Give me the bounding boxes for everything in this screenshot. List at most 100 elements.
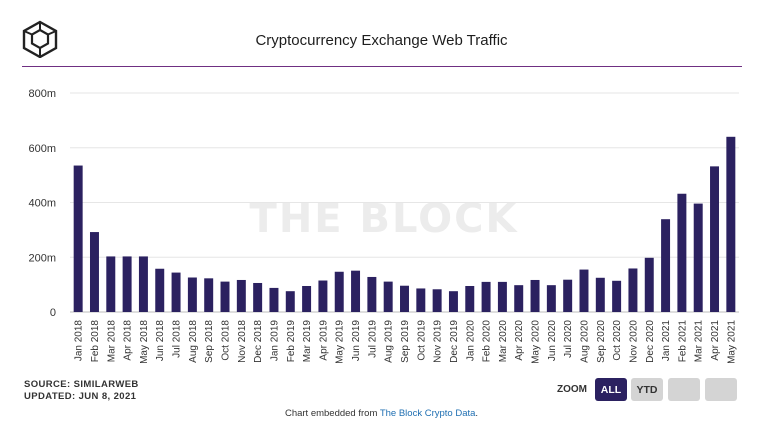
x-tick-label: Nov 2020 xyxy=(628,320,639,363)
bar xyxy=(726,136,736,312)
x-tick-label: Oct 2020 xyxy=(612,320,623,361)
y-tick-label: 200m xyxy=(28,252,56,264)
x-tick-label: Jun 2019 xyxy=(351,320,362,362)
source-info: SOURCE: SIMILARWEB UPDATED: JUN 8, 2021 xyxy=(24,379,139,403)
x-tick-label: Jan 2021 xyxy=(661,320,672,362)
bar xyxy=(448,291,458,312)
bar xyxy=(530,279,540,312)
source-text: SOURCE: SIMILARWEB xyxy=(24,379,139,390)
watermark-text: THE BLOCK xyxy=(250,196,519,242)
x-tick-label: Apr 2019 xyxy=(318,320,329,361)
bar xyxy=(579,269,589,312)
bar xyxy=(204,278,214,312)
x-tick-label: Jul 2018 xyxy=(172,320,183,358)
x-tick-label: Feb 2019 xyxy=(286,320,297,363)
embed-credit: Chart embedded from The Block Crypto Dat… xyxy=(0,408,763,419)
x-tick-label: Sep 2018 xyxy=(204,320,215,363)
bar xyxy=(302,285,312,312)
x-tick-label: Apr 2021 xyxy=(710,320,721,361)
chart-title: Cryptocurrency Exchange Web Traffic xyxy=(255,32,508,49)
y-tick-label: 800m xyxy=(28,88,56,100)
bar xyxy=(367,276,377,312)
bar-chart: THE BLOCK 0 200m 400m 600m 800m Jan 2018 Feb 20… xyxy=(28,88,739,364)
y-tick-label: 0 xyxy=(50,307,56,319)
embed-link[interactable]: The Block Crypto Data xyxy=(379,408,476,419)
x-tick-label: Nov 2018 xyxy=(237,320,248,363)
bar xyxy=(122,256,132,312)
x-tick-label: May 2019 xyxy=(335,320,346,364)
x-tick-label: Mar 2018 xyxy=(106,320,117,363)
bar xyxy=(400,285,409,312)
x-tick-label: Feb 2020 xyxy=(482,320,493,363)
x-tick-label: Apr 2018 xyxy=(123,320,134,361)
zoom-ytd-button[interactable]: YTD xyxy=(631,378,663,401)
bar xyxy=(351,270,361,312)
bar xyxy=(595,277,605,312)
x-tick-label: Apr 2020 xyxy=(514,320,525,361)
x-tick-label: Dec 2020 xyxy=(645,320,656,363)
x-tick-label: Feb 2021 xyxy=(677,320,688,363)
x-tick-label: Jan 2018 xyxy=(74,320,85,362)
x-tick-label: May 2020 xyxy=(531,320,542,364)
bar xyxy=(236,279,246,312)
bar xyxy=(285,291,295,312)
x-tick-label: Aug 2018 xyxy=(188,320,199,363)
bar xyxy=(465,285,475,312)
bar xyxy=(710,166,720,312)
bar xyxy=(563,279,573,312)
x-tick-label: May 2021 xyxy=(726,320,737,364)
x-tick-label: Feb 2018 xyxy=(90,320,101,363)
bar xyxy=(187,277,197,312)
x-tick-label: Sep 2020 xyxy=(596,320,607,363)
bar xyxy=(661,219,671,312)
x-tick-label: Aug 2019 xyxy=(384,320,395,363)
bar xyxy=(481,281,491,312)
bar xyxy=(269,287,279,312)
y-tick-label: 600m xyxy=(28,143,56,155)
x-tick-label: Dec 2018 xyxy=(253,320,264,363)
zoom-range-button[interactable] xyxy=(705,378,737,401)
x-tick-label: Oct 2018 xyxy=(221,320,232,361)
x-tick-label: Jul 2020 xyxy=(563,320,574,358)
x-tick-label: Mar 2021 xyxy=(694,320,705,363)
bar xyxy=(383,281,393,312)
header-divider xyxy=(22,66,742,67)
bar xyxy=(497,281,507,312)
x-tick-label: Sep 2019 xyxy=(400,320,411,363)
bar xyxy=(89,232,99,312)
the-block-cube-icon xyxy=(22,20,58,58)
embed-prefix: Chart embedded from xyxy=(284,408,380,419)
zoom-label: ZOOM xyxy=(557,384,587,395)
x-tick-label: Dec 2019 xyxy=(449,320,460,363)
bar xyxy=(612,280,622,312)
x-tick-label: Jun 2018 xyxy=(155,320,166,362)
x-tick-label: Jul 2019 xyxy=(367,320,378,358)
bar xyxy=(628,268,638,312)
x-tick-label: Jan 2019 xyxy=(269,320,280,362)
bar xyxy=(514,285,524,312)
x-tick-label: Mar 2019 xyxy=(302,320,313,363)
x-tick-label: Mar 2020 xyxy=(498,320,509,363)
bar xyxy=(220,281,230,312)
updated-text: UPDATED: JUN 8, 2021 xyxy=(24,391,137,402)
bar xyxy=(693,203,703,312)
bar xyxy=(644,257,654,312)
bar xyxy=(334,271,344,312)
zoom-all-button[interactable]: ALL xyxy=(595,378,627,401)
x-tick-label: May 2018 xyxy=(139,320,150,364)
x-tick-label: Nov 2019 xyxy=(433,320,444,363)
x-tick-label: Jan 2020 xyxy=(465,320,476,362)
bar xyxy=(546,285,556,312)
bar xyxy=(253,282,263,312)
bar xyxy=(106,256,116,312)
y-tick-label: 400m xyxy=(28,198,56,210)
bar xyxy=(171,272,181,312)
bar xyxy=(677,193,687,312)
bar xyxy=(155,268,165,312)
x-tick-label: Jun 2020 xyxy=(547,320,558,362)
zoom-range-button[interactable] xyxy=(668,378,700,401)
bar xyxy=(73,165,83,312)
bar xyxy=(432,289,442,312)
bar xyxy=(318,280,328,312)
